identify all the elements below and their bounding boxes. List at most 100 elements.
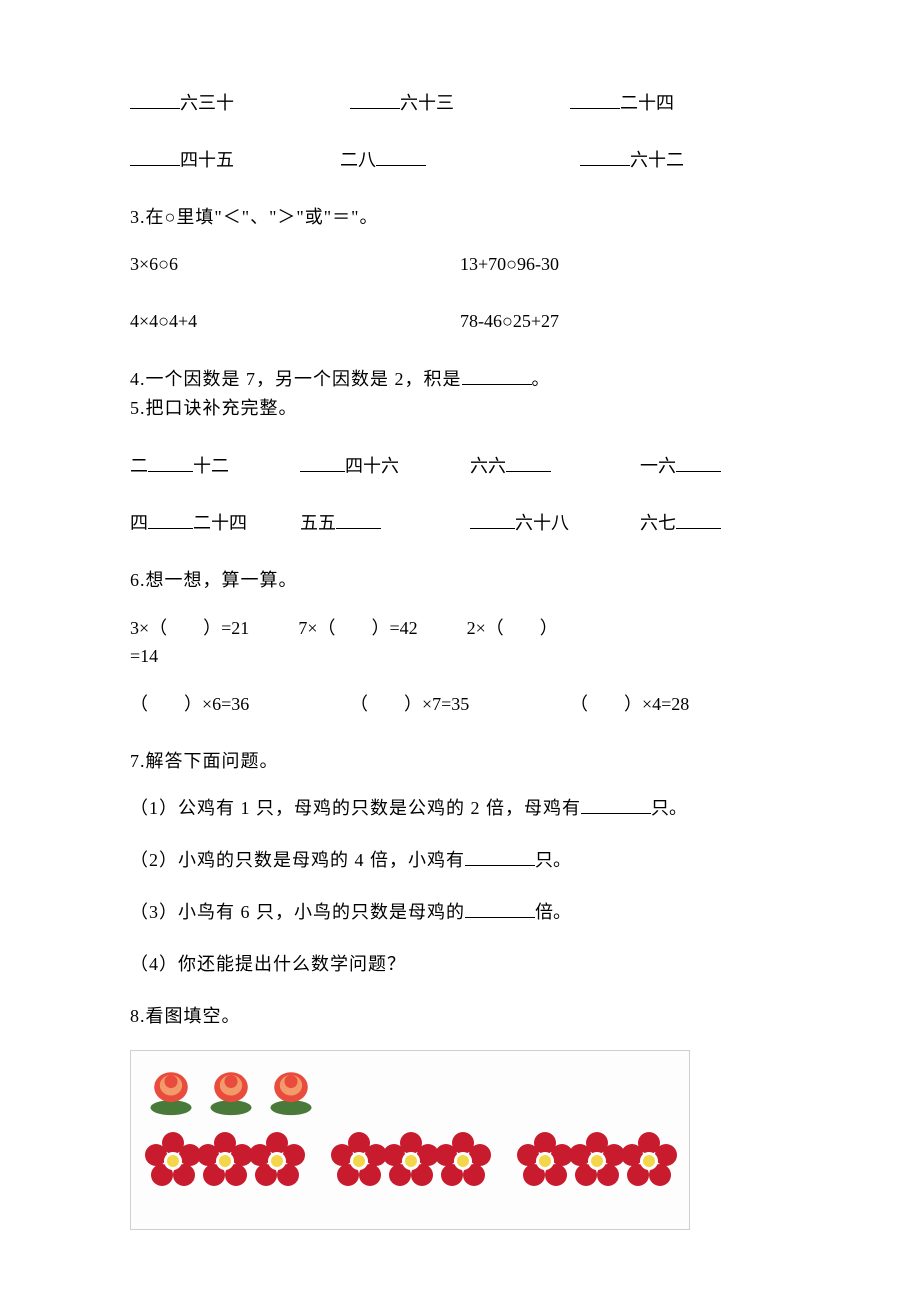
q8-image-box <box>130 1050 690 1230</box>
text: 二八 <box>340 150 376 170</box>
lotus-icon <box>263 1061 319 1117</box>
text: 十二 <box>193 456 229 476</box>
q7-3: （3）小鸟有 6 只，小鸟的只数是母鸡的 倍。 <box>130 899 790 926</box>
blank[interactable] <box>336 511 381 529</box>
blank[interactable] <box>148 511 193 529</box>
text: （4）你还能提出什么数学问题？ <box>130 954 406 974</box>
fill-item: 六十三 <box>350 90 570 117</box>
blank[interactable] <box>148 454 193 472</box>
fill-row-2: 四十五 二八 六十二 <box>130 147 790 174</box>
text: 四十六 <box>345 456 399 476</box>
q6-expr-cont: =14 <box>130 646 158 666</box>
q6-expr[interactable]: （ ）×7=35 <box>350 691 570 718</box>
flower-group <box>143 1131 307 1191</box>
q5-item: 六六 <box>470 453 620 480</box>
flower-group <box>515 1131 679 1191</box>
question-6: 6.想一想，算一算。 <box>130 567 790 594</box>
q5-row-1: 二 十二 四十六 六六 一六 <box>130 453 790 480</box>
q3-expr[interactable]: 4×4○4+4 <box>130 308 460 335</box>
question-8: 8.看图填空。 <box>130 1003 790 1030</box>
question-4-5: 4.一个因数是 7，另一个因数是 2，积是。 5.把口诀补充完整。 <box>130 365 790 423</box>
fill-item: 六三十 <box>130 90 350 117</box>
lotus-icon <box>143 1061 199 1117</box>
q7-4: （4）你还能提出什么数学问题？ <box>130 951 790 978</box>
blank[interactable] <box>462 367 532 385</box>
text: （2）小鸡的只数是母鸡的 4 倍，小鸡有 <box>130 850 465 870</box>
q5-item: 四十六 <box>300 453 450 480</box>
text: 只。 <box>535 850 571 870</box>
q3-expr[interactable]: 13+70○96-30 <box>460 251 790 278</box>
q5-item: 六七 <box>640 510 790 537</box>
blank[interactable] <box>470 511 515 529</box>
q4-prefix: 4.一个因数是 7，另一个因数是 2，积是 <box>130 369 462 389</box>
blank[interactable] <box>376 148 426 166</box>
text: 六三十 <box>180 93 234 113</box>
text: 六六 <box>470 456 506 476</box>
blank[interactable] <box>570 91 620 109</box>
fill-item: 六十二 <box>550 147 790 174</box>
q5-title: 5.把口诀补充完整。 <box>130 394 790 423</box>
text: 二 <box>130 456 148 476</box>
q6-expr[interactable]: 7×（ ）=42 <box>298 618 417 638</box>
fill-item: 二八 <box>340 147 550 174</box>
blank[interactable] <box>676 454 721 472</box>
flower-icon <box>381 1131 441 1191</box>
text: （1）公鸡有 1 只，母鸡的只数是公鸡的 2 倍，母鸡有 <box>130 798 581 818</box>
blank[interactable] <box>465 900 535 918</box>
q8-title: 8.看图填空。 <box>130 1003 790 1030</box>
flower-row <box>143 1131 677 1191</box>
blank[interactable] <box>465 848 535 866</box>
text: 四 <box>130 513 148 533</box>
text: 倍。 <box>535 902 571 922</box>
blank[interactable] <box>676 511 721 529</box>
q5-item: 六十八 <box>470 510 620 537</box>
q3-expr[interactable]: 78-46○25+27 <box>460 308 790 335</box>
text: 二十四 <box>193 513 247 533</box>
question-7: 7.解答下面问题。 <box>130 748 790 775</box>
text: 五五 <box>300 513 336 533</box>
q6-expr[interactable]: 2×（ ） <box>467 618 558 638</box>
fill-item: 二十四 <box>570 90 790 117</box>
q7-title: 7.解答下面问题。 <box>130 748 790 775</box>
flower-group <box>329 1131 493 1191</box>
fill-row-1: 六三十 六十三 二十四 <box>130 90 790 117</box>
text: 四十五 <box>180 150 234 170</box>
blank[interactable] <box>581 796 651 814</box>
text: 六十二 <box>630 150 684 170</box>
text: （3）小鸟有 6 只，小鸟的只数是母鸡的 <box>130 902 465 922</box>
q3-row-2: 4×4○4+4 78-46○25+27 <box>130 308 790 335</box>
text: 二十四 <box>620 93 674 113</box>
q3-title: 3.在○里填"＜"、"＞"或"＝"。 <box>130 204 790 231</box>
text: 六七 <box>640 513 676 533</box>
blank[interactable] <box>350 91 400 109</box>
text: 只。 <box>651 798 687 818</box>
text: 一六 <box>640 456 676 476</box>
flower-icon <box>619 1131 679 1191</box>
q3-row-1: 3×6○6 13+70○96-30 <box>130 251 790 278</box>
q4-text: 4.一个因数是 7，另一个因数是 2，积是。 <box>130 365 790 394</box>
q5-row-2: 四 二十四 五五 六十八 六七 <box>130 510 790 537</box>
q6-row-1: 3×（ ）=21 7×（ ）=42 2×（ ） =14 <box>130 614 790 672</box>
q7-2: （2）小鸡的只数是母鸡的 4 倍，小鸡有 只。 <box>130 847 790 874</box>
q3-expr[interactable]: 3×6○6 <box>130 251 460 278</box>
q6-title: 6.想一想，算一算。 <box>130 567 790 594</box>
q6-row-2: （ ）×6=36 （ ）×7=35 （ ）×4=28 <box>130 691 790 718</box>
q6-expr[interactable]: （ ）×4=28 <box>570 691 790 718</box>
q5-item: 二 十二 <box>130 453 280 480</box>
flower-icon <box>143 1131 203 1191</box>
blank[interactable] <box>300 454 345 472</box>
blank[interactable] <box>130 91 180 109</box>
q6-expr[interactable]: （ ）×6=36 <box>130 691 350 718</box>
flower-icon <box>329 1131 389 1191</box>
q7-1: （1）公鸡有 1 只，母鸡的只数是公鸡的 2 倍，母鸡有 只。 <box>130 795 790 822</box>
blank[interactable] <box>130 148 180 166</box>
question-3: 3.在○里填"＜"、"＞"或"＝"。 <box>130 204 790 231</box>
q5-item: 一六 <box>640 453 790 480</box>
q5-item: 五五 <box>300 510 450 537</box>
lotus-icon <box>203 1061 259 1117</box>
blank[interactable] <box>506 454 551 472</box>
blank[interactable] <box>580 148 630 166</box>
q6-expr[interactable]: 3×（ ）=21 <box>130 618 249 638</box>
flower-icon <box>247 1131 307 1191</box>
lotus-row <box>143 1061 677 1117</box>
